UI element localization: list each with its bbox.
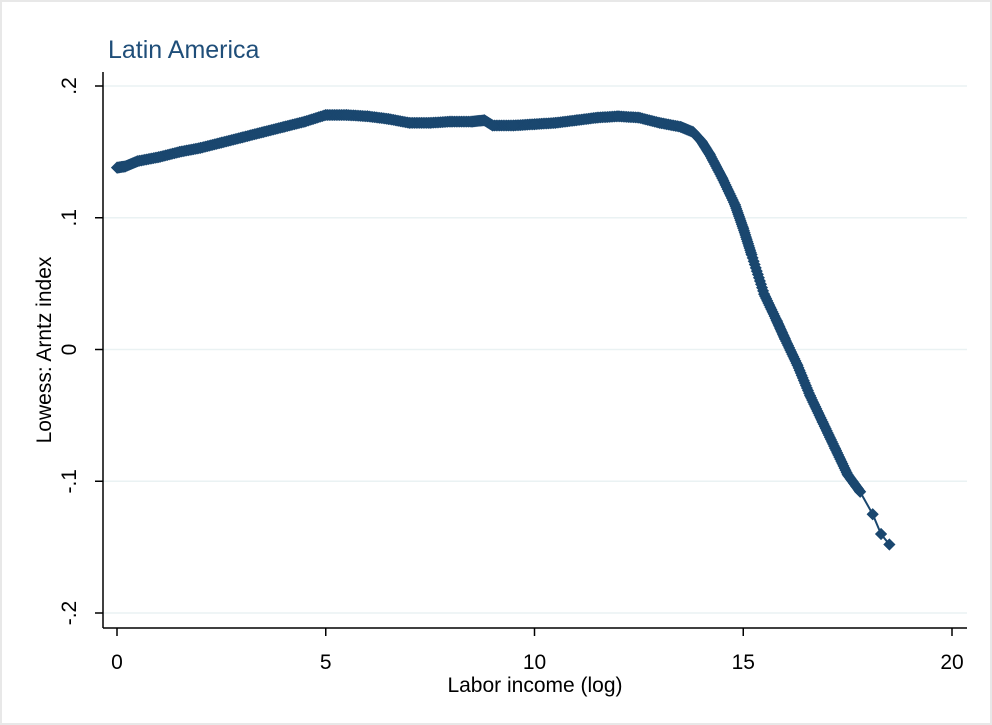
data-point bbox=[528, 118, 541, 131]
data-point bbox=[804, 389, 817, 402]
data-point bbox=[119, 160, 132, 173]
data-point bbox=[549, 116, 562, 129]
data-point bbox=[841, 468, 854, 481]
axes-layer: -.2 -.1 0 .1 .2 0 5 10 15 20 bbox=[58, 72, 967, 674]
data-point bbox=[816, 415, 829, 428]
data-point bbox=[478, 114, 491, 127]
x-axis-label: Labor income (log) bbox=[447, 674, 622, 697]
data-point bbox=[298, 115, 311, 128]
data-point bbox=[111, 161, 123, 174]
data-point bbox=[737, 222, 750, 235]
x-tick-label: 0 bbox=[111, 651, 123, 674]
data-point bbox=[445, 115, 457, 128]
data-point bbox=[340, 108, 353, 121]
y-tick-label: 0 bbox=[58, 344, 81, 356]
x-tick-label: 5 bbox=[320, 651, 332, 674]
data-point bbox=[875, 527, 888, 540]
data-point bbox=[194, 141, 207, 154]
y-axis-label: Lowess: Arntz index bbox=[33, 256, 56, 443]
data-point bbox=[632, 111, 645, 124]
data-point bbox=[424, 116, 437, 129]
data-point bbox=[779, 332, 791, 345]
data-point bbox=[257, 126, 270, 139]
data-point bbox=[687, 126, 700, 139]
data-point bbox=[319, 108, 332, 121]
data-point bbox=[674, 120, 687, 133]
data-point bbox=[770, 314, 783, 327]
data-point bbox=[612, 110, 624, 123]
y-tick-label: .2 bbox=[58, 77, 81, 95]
data-point bbox=[152, 151, 165, 164]
y-tick-label: .1 bbox=[58, 209, 81, 227]
data-point bbox=[382, 112, 395, 125]
data-point bbox=[866, 508, 879, 521]
x-tick-label: 10 bbox=[523, 651, 546, 674]
data-point bbox=[854, 485, 867, 498]
data-point bbox=[695, 135, 708, 148]
data-point bbox=[745, 248, 758, 261]
data-point bbox=[215, 136, 228, 149]
data-point bbox=[486, 119, 499, 132]
data-point bbox=[361, 110, 374, 123]
chart-title: Latin America bbox=[108, 36, 260, 64]
data-point bbox=[131, 155, 144, 168]
y-tick-label: -.1 bbox=[58, 469, 81, 494]
data-point bbox=[278, 120, 290, 133]
data-point bbox=[465, 115, 478, 128]
data-point bbox=[883, 538, 896, 551]
data-point bbox=[173, 145, 186, 158]
points-layer bbox=[111, 108, 896, 551]
data-point bbox=[570, 114, 583, 127]
data-point bbox=[758, 288, 771, 301]
data-point bbox=[716, 172, 729, 185]
data-point bbox=[791, 359, 804, 372]
data-point bbox=[403, 116, 416, 129]
x-tick-label: 20 bbox=[940, 651, 963, 674]
data-point bbox=[507, 119, 520, 132]
y-tick-label: -.2 bbox=[58, 601, 81, 626]
data-point bbox=[728, 198, 741, 211]
data-point bbox=[653, 116, 666, 129]
grid-layer bbox=[103, 85, 967, 614]
data-point bbox=[829, 442, 842, 455]
x-tick-label: 15 bbox=[732, 651, 755, 674]
data-point bbox=[591, 111, 604, 124]
data-point bbox=[703, 148, 716, 161]
data-point bbox=[236, 131, 249, 144]
